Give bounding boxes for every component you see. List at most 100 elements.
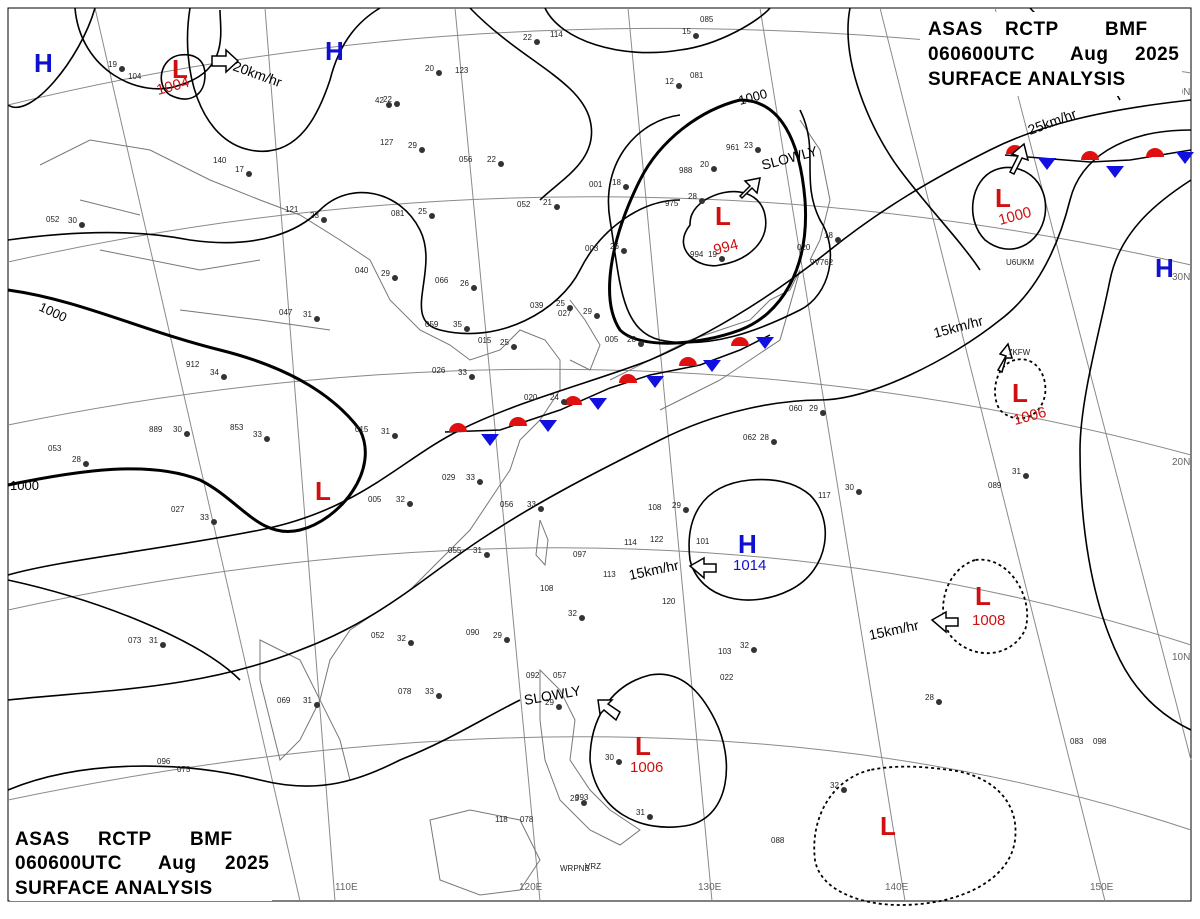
header-bottom-bg — [10, 825, 272, 901]
station-circle-icon — [160, 642, 166, 648]
station-value: 34 — [210, 368, 219, 377]
station-value: 081 — [391, 209, 405, 218]
station-value: 23 — [570, 794, 579, 803]
parallel-20n — [7, 368, 1192, 456]
station-value: 114 — [624, 538, 637, 547]
station-value: 120 — [662, 597, 676, 606]
station-circle-icon — [429, 213, 435, 219]
station-circle-icon — [538, 506, 544, 512]
station-value: 19 — [108, 60, 117, 69]
latitude-label: 10N — [1172, 652, 1190, 663]
low-center-value: 994 — [712, 236, 741, 259]
header-agency: ASAS — [928, 19, 983, 40]
station-circle-icon — [1023, 473, 1029, 479]
station-value: 9V762 — [810, 258, 834, 267]
station-value: 25 — [500, 338, 509, 347]
station-value: 114 — [550, 30, 563, 39]
high-center: H — [738, 529, 757, 559]
low-center: L — [995, 183, 1011, 213]
parallel-10n — [7, 547, 1192, 646]
cold-front-symbol — [1038, 158, 1056, 170]
station-value: 21 — [543, 198, 552, 207]
station-value: 29 — [583, 307, 592, 316]
meridian-110e — [264, 7, 336, 902]
station-value: 20 — [700, 160, 709, 169]
coast-indochina — [259, 639, 321, 761]
station-circle-icon — [561, 399, 567, 405]
header-year: 2025 — [225, 853, 269, 874]
station-value: WRPNB — [560, 864, 590, 873]
station-circle-icon — [755, 147, 761, 153]
station-circle-icon — [556, 704, 562, 710]
station-value: 090 — [466, 628, 480, 637]
station-value: 108 — [648, 503, 662, 512]
station-value: 140 — [213, 156, 227, 165]
parallel-30n — [7, 196, 1192, 266]
header-agency: ASAS — [15, 829, 70, 850]
longitude-label: 120E — [519, 882, 543, 893]
isobar-f — [544, 7, 771, 54]
station-value: 35 — [453, 320, 462, 329]
station-value: 994 — [690, 250, 704, 259]
warm-front-symbol — [564, 396, 582, 405]
station-value: 127 — [380, 138, 394, 147]
motion-arrow-icon — [930, 610, 959, 634]
station-circle-icon — [436, 693, 442, 699]
station-value: 31 — [636, 808, 645, 817]
cold-front-symbol — [481, 434, 499, 446]
warm-front-symbol — [679, 357, 697, 366]
isobar-b — [74, 7, 222, 90]
station-value: 15 — [682, 27, 691, 36]
station-value: 912 — [186, 360, 200, 369]
station-circle-icon — [820, 410, 826, 416]
station-value: 121 — [285, 205, 299, 214]
station-value: 069 — [277, 696, 291, 705]
station-circle-icon — [616, 759, 622, 765]
station-value: 089 — [988, 481, 1002, 490]
station-circle-icon — [638, 341, 644, 347]
header-product: BMF — [1105, 19, 1148, 40]
station-circle-icon — [83, 461, 89, 467]
station-circle-icon — [711, 166, 717, 172]
dotted-low-south — [813, 765, 1017, 906]
warm-front-symbol — [619, 374, 637, 383]
station-value: 092 — [526, 671, 540, 680]
warm-front-symbol — [449, 423, 467, 432]
station-value: 005 — [605, 335, 619, 344]
header-time: 060600UTC — [15, 853, 122, 874]
pressure-centers: H H L 1004 L 994 L L 1000 H L 1006 H 101… — [34, 36, 1174, 841]
station-circle-icon — [221, 374, 227, 380]
meridian-120e — [454, 7, 541, 902]
isobar-j — [7, 399, 821, 701]
station-circle-icon — [386, 102, 392, 108]
motion-arrow-icon — [597, 699, 621, 722]
motion-arrow-icon — [688, 556, 717, 580]
header-month: Aug — [1070, 44, 1108, 65]
cold-front-symbol — [1176, 152, 1194, 164]
isobar-label: 1000 — [737, 86, 769, 108]
station-value: 28 — [688, 192, 697, 201]
station-circle-icon — [623, 184, 629, 190]
station-value: 088 — [771, 836, 785, 845]
low-center: L — [975, 581, 991, 611]
station-circle-icon — [771, 439, 777, 445]
station-circle-icon — [79, 222, 85, 228]
station-value: 20 — [425, 64, 434, 73]
station-value: 28 — [72, 455, 81, 464]
station-value: 085 — [700, 15, 714, 24]
station-value: 31 — [149, 636, 158, 645]
dotted-isobars — [813, 358, 1047, 906]
station-value: 853 — [230, 423, 244, 432]
station-value: 117 — [818, 491, 831, 500]
motion-arrow-icon — [211, 48, 240, 74]
cold-front-symbol — [539, 420, 557, 432]
cold-front-symbol — [646, 376, 664, 388]
station-value: 22 — [523, 33, 532, 42]
isobar-ring-1006-south — [589, 673, 728, 828]
station-value: 059 — [425, 320, 439, 329]
isobar-a — [7, 7, 96, 108]
station-circle-icon — [419, 147, 425, 153]
station-circle-icon — [647, 814, 653, 820]
header-top-bg — [920, 12, 1182, 96]
station-value: 040 — [355, 266, 369, 275]
